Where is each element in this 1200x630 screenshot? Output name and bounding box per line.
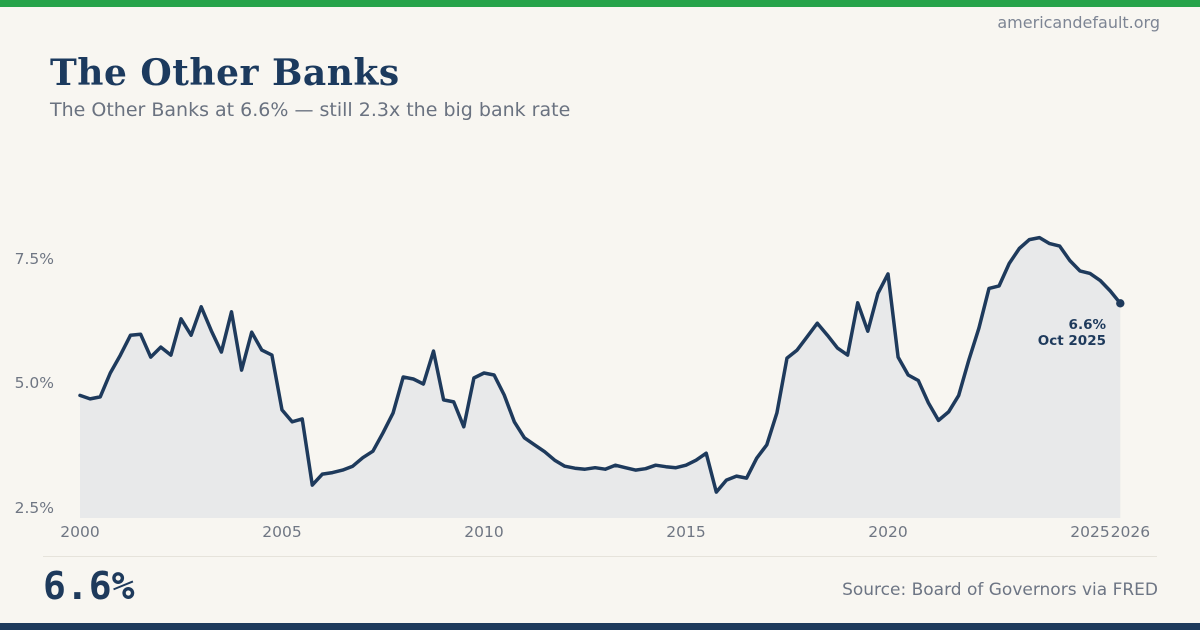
source-attribution: Source: Board of Governors via FRED [842, 580, 1158, 600]
x-tick-label: 2025 [1070, 523, 1110, 541]
top-accent-bar [0, 0, 1200, 7]
footer-divider [43, 556, 1157, 557]
current-rate-big-number: 6.6% [43, 564, 135, 608]
x-tick-label: 2010 [464, 523, 504, 541]
page-title: The Other Banks [50, 52, 400, 94]
annotation-value: 6.6% [1068, 317, 1106, 333]
x-tick-label: 2020 [868, 523, 908, 541]
last-point-dot [1116, 299, 1125, 308]
bottom-accent-bar [0, 623, 1200, 630]
area-fill [80, 237, 1121, 518]
x-tick-label: 2000 [60, 523, 100, 541]
rate-line [78, 235, 1123, 494]
y-tick-label: 5.0% [14, 374, 54, 392]
y-tick-label: 2.5% [14, 498, 54, 517]
x-tick-label: 2005 [262, 523, 302, 541]
x-tick-label: 2026 [1110, 523, 1151, 541]
last-point-annotation: 6.6% Oct 2025 [930, 317, 1106, 349]
page-subtitle: The Other Banks at 6.6% — still 2.3x the… [50, 99, 571, 121]
y-tick-label: 7.5% [14, 249, 54, 268]
annotation-date: Oct 2025 [1037, 332, 1106, 349]
site-url: americandefault.org [997, 13, 1160, 32]
x-tick-label: 2015 [666, 523, 706, 541]
